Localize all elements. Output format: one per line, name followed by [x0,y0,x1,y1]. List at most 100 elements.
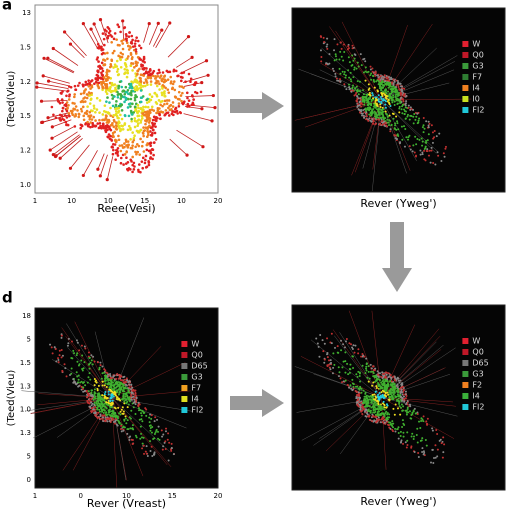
point [427,154,430,157]
point [372,97,375,100]
point [384,121,387,124]
point [128,86,132,90]
point [423,127,426,130]
legend-label: Q0 [191,351,202,360]
point [382,378,385,381]
point [94,110,97,114]
point [340,47,343,50]
point [101,85,104,89]
point [399,430,402,433]
point [123,92,127,96]
point [180,99,183,103]
point [161,77,164,80]
point [127,97,130,101]
point [111,409,114,412]
point [107,121,110,124]
point [116,150,120,154]
point [346,383,349,386]
point [378,418,381,421]
point [103,393,106,396]
legend-swatch [181,363,188,369]
point [365,369,368,372]
point [372,381,375,384]
point [370,399,373,402]
point [76,341,79,344]
point [338,67,341,70]
point [375,386,378,389]
point [356,95,359,98]
point [136,61,139,64]
point [424,145,427,148]
legend-swatch [462,74,469,80]
point [150,431,153,434]
point [105,376,108,379]
point [378,392,381,395]
point [334,55,337,58]
point [111,399,114,402]
point [121,406,124,409]
point [140,414,143,417]
point [112,395,115,398]
ray-dot [98,18,103,22]
point [353,57,356,60]
point [117,417,120,420]
point [122,392,125,395]
point [444,147,447,150]
point [405,395,408,398]
point [102,76,106,79]
point [393,100,396,103]
point [351,348,354,351]
point [428,122,431,125]
point [127,143,130,147]
point [73,352,76,355]
point [115,59,119,63]
point [421,447,424,450]
ray [43,57,74,74]
point [105,403,108,406]
point [343,43,346,46]
point [372,365,375,368]
point [136,81,140,84]
point [412,435,415,438]
point [110,397,113,400]
point [333,38,336,41]
point [107,133,111,136]
point [106,96,109,99]
point [136,39,140,43]
point [133,165,136,168]
point [406,403,409,406]
point [73,108,77,111]
point [148,119,151,123]
point [358,396,361,399]
point [86,396,89,399]
point [170,447,173,450]
point [119,30,122,34]
legend-swatch [181,341,188,347]
point [398,98,401,101]
point [104,126,108,130]
point [125,140,128,143]
point [382,400,385,403]
point [88,357,91,360]
point [67,112,71,115]
legend-swatch [462,96,469,102]
point [121,42,124,45]
point [442,152,445,155]
point [377,416,380,419]
point [426,139,429,142]
point [118,375,121,378]
ray [41,100,68,102]
point [130,398,133,401]
point [422,420,425,423]
point [371,118,374,121]
point [54,116,58,120]
point [147,110,150,113]
point [93,403,96,406]
point [363,103,366,106]
point [76,109,79,112]
x-tick-label: 10 [177,197,186,205]
point [393,90,396,93]
point [107,381,110,384]
point [142,81,146,85]
point [131,155,134,159]
